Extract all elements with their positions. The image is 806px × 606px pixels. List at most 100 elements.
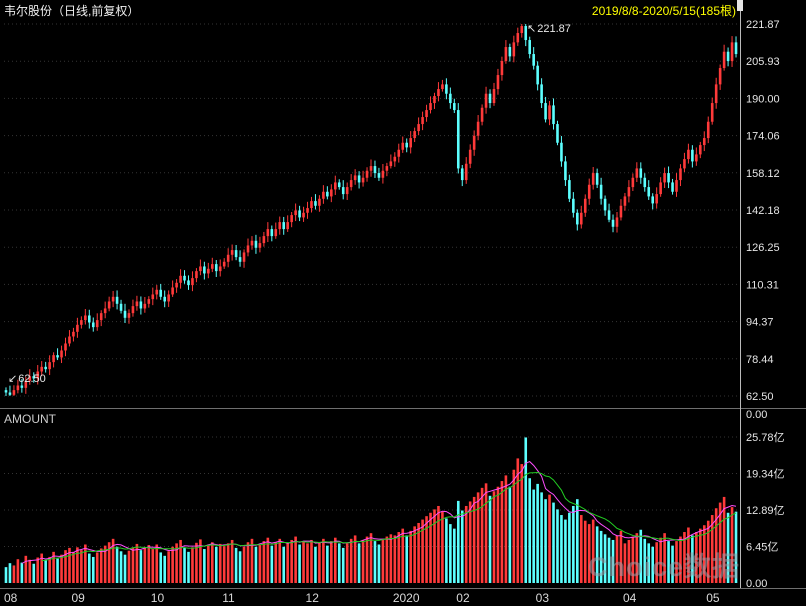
volume-bar: [32, 563, 36, 583]
volume-bar: [171, 546, 174, 583]
price-axis-label: 126.25: [746, 242, 780, 254]
candle-body: [246, 245, 250, 253]
candle-body: [607, 210, 611, 220]
volume-bar: [242, 546, 246, 583]
candle-body: [425, 110, 428, 118]
candle-body: [393, 156, 397, 162]
candle-body: [496, 75, 500, 90]
candle-body: [345, 187, 349, 195]
candle-body: [306, 208, 309, 213]
candle-body: [476, 121, 480, 136]
candle-body: [468, 149, 472, 164]
volume-bar: [322, 538, 325, 583]
candle-body: [274, 229, 278, 237]
volume-bar: [619, 530, 623, 583]
volume-bar: [4, 567, 8, 583]
candle-body: [353, 175, 357, 181]
volume-bar: [714, 508, 718, 583]
volume-bar: [393, 535, 397, 583]
x-axis-label: 12: [306, 591, 320, 605]
candle-body: [115, 296, 119, 304]
volume-bar: [246, 542, 250, 583]
volume-bar: [564, 519, 567, 583]
volume-bar: [433, 509, 436, 583]
volume-bar: [524, 437, 528, 583]
volume-bar: [103, 545, 107, 583]
candle-body: [655, 194, 658, 204]
candle-body: [710, 103, 714, 122]
volume-bar: [504, 475, 508, 583]
candle-body: [480, 107, 484, 122]
chart-header: 韦尔股份（日线,前复权） 2019/8/8-2020/5/15(185根): [0, 0, 806, 18]
candle-body: [36, 371, 40, 379]
candle-body: [730, 42, 734, 62]
volume-bar: [155, 544, 159, 583]
candle-body: [147, 299, 151, 304]
volume-bar: [516, 458, 520, 583]
candle-body: [417, 124, 420, 132]
volume-bar: [286, 543, 289, 583]
volume-bar: [135, 543, 139, 583]
volume-bar: [417, 522, 420, 583]
volume-bar: [210, 542, 214, 583]
candle-body: [365, 170, 369, 178]
candle-body: [60, 350, 63, 358]
candle-body: [167, 294, 170, 302]
price-axis-label: 142.18: [746, 205, 780, 217]
candle-body: [504, 47, 508, 62]
candle-body: [647, 187, 651, 197]
candle-body: [262, 236, 266, 244]
candle-body: [40, 366, 43, 372]
candle-body: [210, 264, 214, 269]
candle-body: [381, 170, 385, 178]
volume-bar: [278, 538, 282, 583]
volume-bar: [734, 511, 738, 583]
candle-body: [492, 89, 496, 104]
candle-body: [508, 47, 512, 57]
volume-bar: [699, 528, 702, 583]
volume-bar: [548, 494, 551, 583]
candle-body: [135, 301, 139, 307]
candle-body: [583, 198, 587, 213]
candle-body: [52, 355, 55, 363]
x-axis-label: 03: [536, 591, 550, 605]
candle-body: [433, 96, 436, 104]
volume-bar: [587, 524, 591, 583]
candle-body: [84, 315, 87, 321]
candle-body: [151, 294, 155, 300]
volume-bar: [631, 536, 635, 583]
volume-bar: [318, 542, 321, 583]
volume-bar: [556, 509, 559, 583]
candle-body: [389, 161, 393, 167]
volume-bar: [262, 541, 266, 583]
volume-bar: [718, 502, 722, 583]
candle-body: [218, 266, 222, 272]
price-axis-label: 221.87: [746, 19, 780, 31]
candle-body: [349, 180, 353, 188]
volume-bar: [345, 543, 349, 583]
volume-bar: [199, 539, 202, 583]
candle-body: [326, 191, 329, 197]
candle-body: [314, 201, 317, 206]
candle-body: [556, 124, 559, 143]
volume-bar: [64, 550, 67, 583]
volume-bar: [175, 543, 178, 583]
scrollbar-thumb[interactable]: [737, 0, 743, 11]
candle-body: [401, 142, 405, 150]
volume-bar: [361, 539, 365, 583]
candle-body: [64, 343, 67, 351]
volume-bar: [671, 545, 674, 583]
volume-bar: [472, 496, 476, 583]
candle-body: [254, 240, 258, 248]
volume-bar: [310, 539, 313, 583]
candle-body: [103, 308, 107, 314]
volume-axis-label: 0.00: [746, 578, 767, 590]
volume-bar: [500, 481, 504, 583]
volume-bar: [520, 464, 524, 583]
date-range-label: 2019/8/8-2020/5/15(185根): [591, 4, 736, 18]
candle-body: [95, 320, 99, 328]
volume-bar: [330, 541, 333, 583]
candle-body: [449, 93, 452, 104]
candle-body: [183, 275, 186, 281]
